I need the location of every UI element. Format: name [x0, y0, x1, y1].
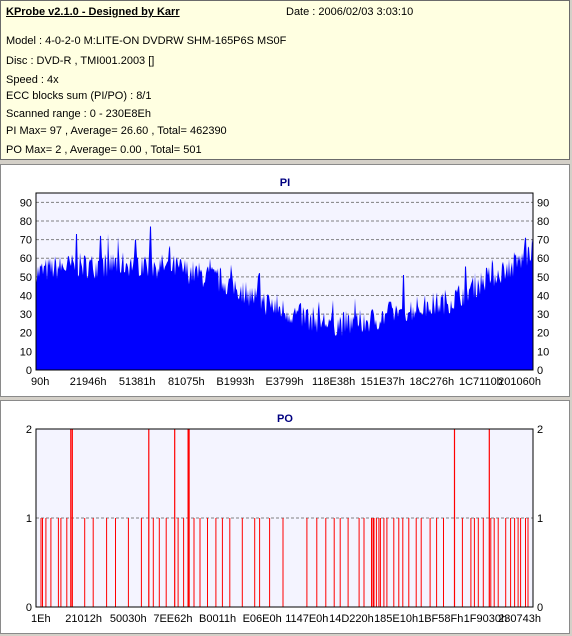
- pi-ytick-left: 30: [20, 309, 32, 321]
- ecc-sum-line: ECC blocks sum (PI/PO) : 8/1: [6, 90, 152, 102]
- pi-xtick-label: 21946h: [70, 376, 107, 388]
- pi-xtick-label: 18C276h: [409, 376, 454, 388]
- po-xtick-label: 1BF58Fh: [418, 613, 463, 625]
- info-panel: KProbe v2.1.0 - Designed by Karr Date : …: [0, 0, 570, 160]
- pi-ytick-left: 20: [20, 328, 32, 340]
- speed-line: Speed : 4x: [6, 74, 59, 86]
- po-ytick-left: 0: [26, 602, 32, 614]
- pi-ytick-left: 10: [20, 346, 32, 358]
- po-xtick-label: 1147E0h: [285, 613, 328, 625]
- pi-plot-border: [35, 192, 534, 371]
- pi-ytick-right: 10: [537, 346, 549, 358]
- pi-ytick-left: 80: [20, 216, 32, 228]
- pi-xtick-label: B1993h: [216, 376, 254, 388]
- po-ytick-left: 1: [26, 513, 32, 525]
- app-title: KProbe v2.1.0 - Designed by Karr: [6, 6, 180, 18]
- pi-chart-panel: PI 0 0 10 10 20 20 30 30 40 40 50 50 60 60 70 70 80 80 90 9…: [0, 164, 570, 397]
- po-ytick-right: 1: [537, 513, 543, 525]
- model-line: Model : 4-0-2-0 M:LITE-ON DVDRW SHM-165P…: [6, 35, 287, 47]
- pi-xtick-label: 118E38h: [312, 376, 355, 388]
- po-xtick-label: 7EE62h: [153, 613, 192, 625]
- pi-chart-title: PI: [280, 177, 290, 189]
- pi-xtick-label: 151E37h: [361, 376, 405, 388]
- po-summary-line: PO Max= 2 , Average= 0.00 , Total= 501: [6, 144, 202, 156]
- po-xtick-label: B0011h: [199, 613, 236, 625]
- po-ytick-right: 2: [537, 424, 543, 436]
- po-xtick-label: E06E0h: [243, 613, 282, 625]
- pi-ytick-left: 40: [20, 290, 32, 302]
- pi-xtick-label: 90h: [31, 376, 49, 388]
- pi-xtick-label: E3799h: [266, 376, 304, 388]
- po-xtick-label: 14D220h: [329, 613, 374, 625]
- pi-ytick-left: 90: [20, 197, 32, 209]
- po-xtick-label: 1F9030h: [464, 613, 507, 625]
- pi-ytick-right: 90: [537, 197, 549, 209]
- po-chart: PO 0 0 1 1 2 2 1Eh 21012h 50030h 7EE62h B0011h E06E…: [26, 413, 543, 625]
- pi-ytick-right: 60: [537, 253, 549, 265]
- pi-ytick-left: 60: [20, 253, 32, 265]
- pi-ytick-right: 40: [537, 290, 549, 302]
- po-ytick-left: 2: [26, 424, 32, 436]
- pi-area-series: [36, 226, 533, 370]
- scanned-range-line: Scanned range : 0 - 230E8Eh: [6, 108, 151, 120]
- po-xtick-label: 185E10h: [374, 613, 418, 625]
- scan-date: Date : 2006/02/03 3:03:10: [286, 6, 414, 18]
- pi-xtick-label: 81075h: [168, 376, 205, 388]
- pi-xtick-label: 201060h: [498, 376, 541, 388]
- pi-ytick-left: 50: [20, 272, 32, 284]
- pi-ytick-left: 0: [26, 365, 32, 377]
- pi-ytick-left: 70: [20, 235, 32, 247]
- po-chart-title: PO: [277, 413, 293, 425]
- disc-line: Disc : DVD-R , TMI001.2003 []: [6, 55, 155, 67]
- pi-ytick-right: 0: [537, 365, 543, 377]
- po-chart-panel: PO 0 0 1 1 2 2 1Eh 21012h 50030h 7EE62h B0011h E06E…: [0, 400, 570, 634]
- po-ytick-right: 0: [537, 602, 543, 614]
- pi-xtick-label: 51381h: [119, 376, 156, 388]
- pi-ytick-right: 20: [537, 328, 549, 340]
- pi-xtick-label: 1C7110h: [459, 376, 503, 388]
- po-xtick-label: 21012h: [65, 613, 102, 625]
- pi-ytick-right: 50: [537, 272, 549, 284]
- po-xtick-label: 1Eh: [31, 613, 51, 625]
- pi-ytick-right: 70: [537, 235, 549, 247]
- pi-summary-line: PI Max= 97 , Average= 26.60 , Total= 462…: [6, 125, 227, 137]
- pi-ytick-right: 30: [537, 309, 549, 321]
- po-xtick-label: 50030h: [110, 613, 147, 625]
- po-plot-border: [35, 428, 534, 608]
- pi-ytick-right: 80: [537, 216, 549, 228]
- po-xtick-label: 230743h: [498, 613, 541, 625]
- pi-chart: PI 0 0 10 10 20 20 30 30 40 40 50 50 60 60 70 70 80 80 90 9…: [20, 177, 550, 388]
